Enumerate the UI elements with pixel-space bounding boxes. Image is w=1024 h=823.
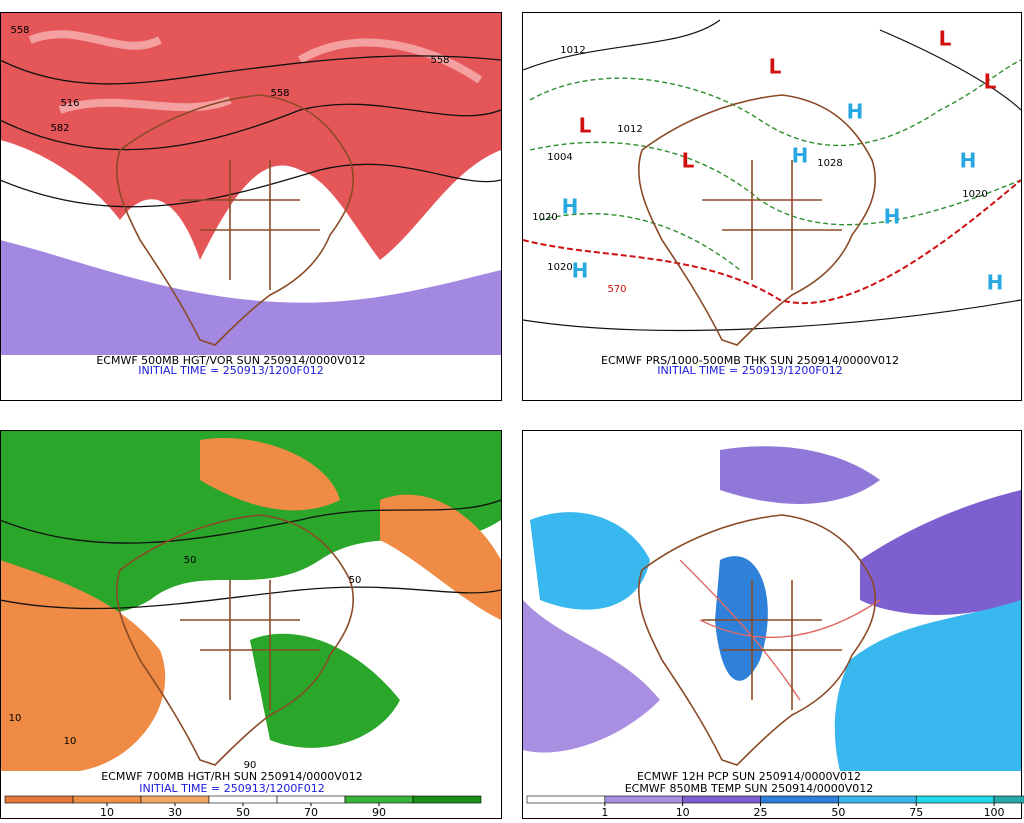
- map-label: 1020: [532, 212, 557, 223]
- map: [1, 431, 501, 771]
- colorbar-swatch: [344, 795, 414, 804]
- map: [523, 13, 1021, 355]
- map-label: H: [987, 271, 1004, 295]
- panel-subtitle: INITIAL TIME = 250913/1200F012: [657, 364, 842, 377]
- map-label: 1012: [560, 45, 585, 56]
- map-label: 10: [9, 713, 22, 724]
- map-label: 558: [270, 88, 289, 99]
- map-label: H: [884, 205, 901, 229]
- map-label: 1020: [962, 189, 987, 200]
- colorbar-label: 30: [168, 806, 182, 819]
- map-label: 50: [349, 575, 362, 586]
- map-label: 516: [60, 98, 79, 109]
- panel-title: ECMWF 12H PCP SUN 250914/0000V012: [637, 770, 861, 783]
- map: [1, 13, 501, 355]
- colorbar-swatch: [915, 795, 995, 804]
- colorbar-label: 1: [601, 806, 608, 819]
- panel-title: ECMWF 700MB HGT/RH SUN 250914/0000V012: [101, 770, 363, 783]
- colorbar-label: 75: [909, 806, 923, 819]
- colorbar-label: 90: [372, 806, 386, 819]
- colorbar-swatch: [526, 795, 606, 804]
- colorbar-label: 100: [984, 806, 1005, 819]
- colorbar-label: 10: [100, 806, 114, 819]
- colorbar-label: 50: [831, 806, 845, 819]
- map-label: 558: [430, 55, 449, 66]
- colorbar-swatch: [208, 795, 278, 804]
- map-label: 10: [64, 736, 77, 747]
- colorbar-swatch: [276, 795, 346, 804]
- colorbar-swatch: [4, 795, 74, 804]
- map-label: H: [960, 149, 977, 173]
- map-label: L: [769, 55, 782, 79]
- colorbar-swatch: [838, 795, 917, 804]
- map: [523, 431, 1021, 771]
- panel-subtitle: INITIAL TIME = 250913/1200F012: [139, 782, 324, 795]
- panel-frame: [522, 12, 1022, 401]
- map-label: 558: [10, 25, 29, 36]
- map-label: L: [682, 149, 695, 173]
- colorbar-label: 25: [754, 806, 768, 819]
- map-label: 90: [244, 760, 257, 771]
- map-label: H: [572, 259, 589, 283]
- map-label: L: [579, 114, 592, 138]
- map-label: 1012: [617, 124, 642, 135]
- colorbar-swatch: [140, 795, 210, 804]
- colorbar-swatch: [993, 795, 1024, 804]
- map-label: H: [562, 195, 579, 219]
- colorbar-swatch: [682, 795, 761, 804]
- colorbar-swatch: [72, 795, 142, 804]
- panel-frame: [0, 12, 502, 401]
- colorbar-label: 70: [304, 806, 318, 819]
- map-label: L: [939, 27, 952, 51]
- colorbar-label: 10: [676, 806, 690, 819]
- colorbar-swatch: [412, 795, 482, 804]
- panel-title: ECMWF PRS/1000-500MB THK SUN 250914/0000…: [601, 354, 899, 367]
- map-label: 50: [184, 555, 197, 566]
- map-label: 1028: [817, 158, 842, 169]
- panel-title: ECMWF 500MB HGT/VOR SUN 250914/0000V012: [96, 354, 365, 367]
- panel-subtitle: ECMWF 850MB TEMP SUN 250914/0000V012: [625, 782, 874, 795]
- map-label: H: [847, 100, 864, 124]
- colorbar-label: 50: [236, 806, 250, 819]
- map-label: L: [984, 70, 997, 94]
- map-label: 1020: [547, 262, 572, 273]
- colorbar-swatch: [760, 795, 839, 804]
- map-label: 582: [50, 123, 69, 134]
- map-label: 570: [607, 284, 626, 295]
- map-label: 1004: [547, 152, 572, 163]
- colorbar-swatch: [604, 795, 683, 804]
- panel-subtitle: INITIAL TIME = 250913/1200F012: [138, 364, 323, 377]
- map-label: H: [792, 144, 809, 168]
